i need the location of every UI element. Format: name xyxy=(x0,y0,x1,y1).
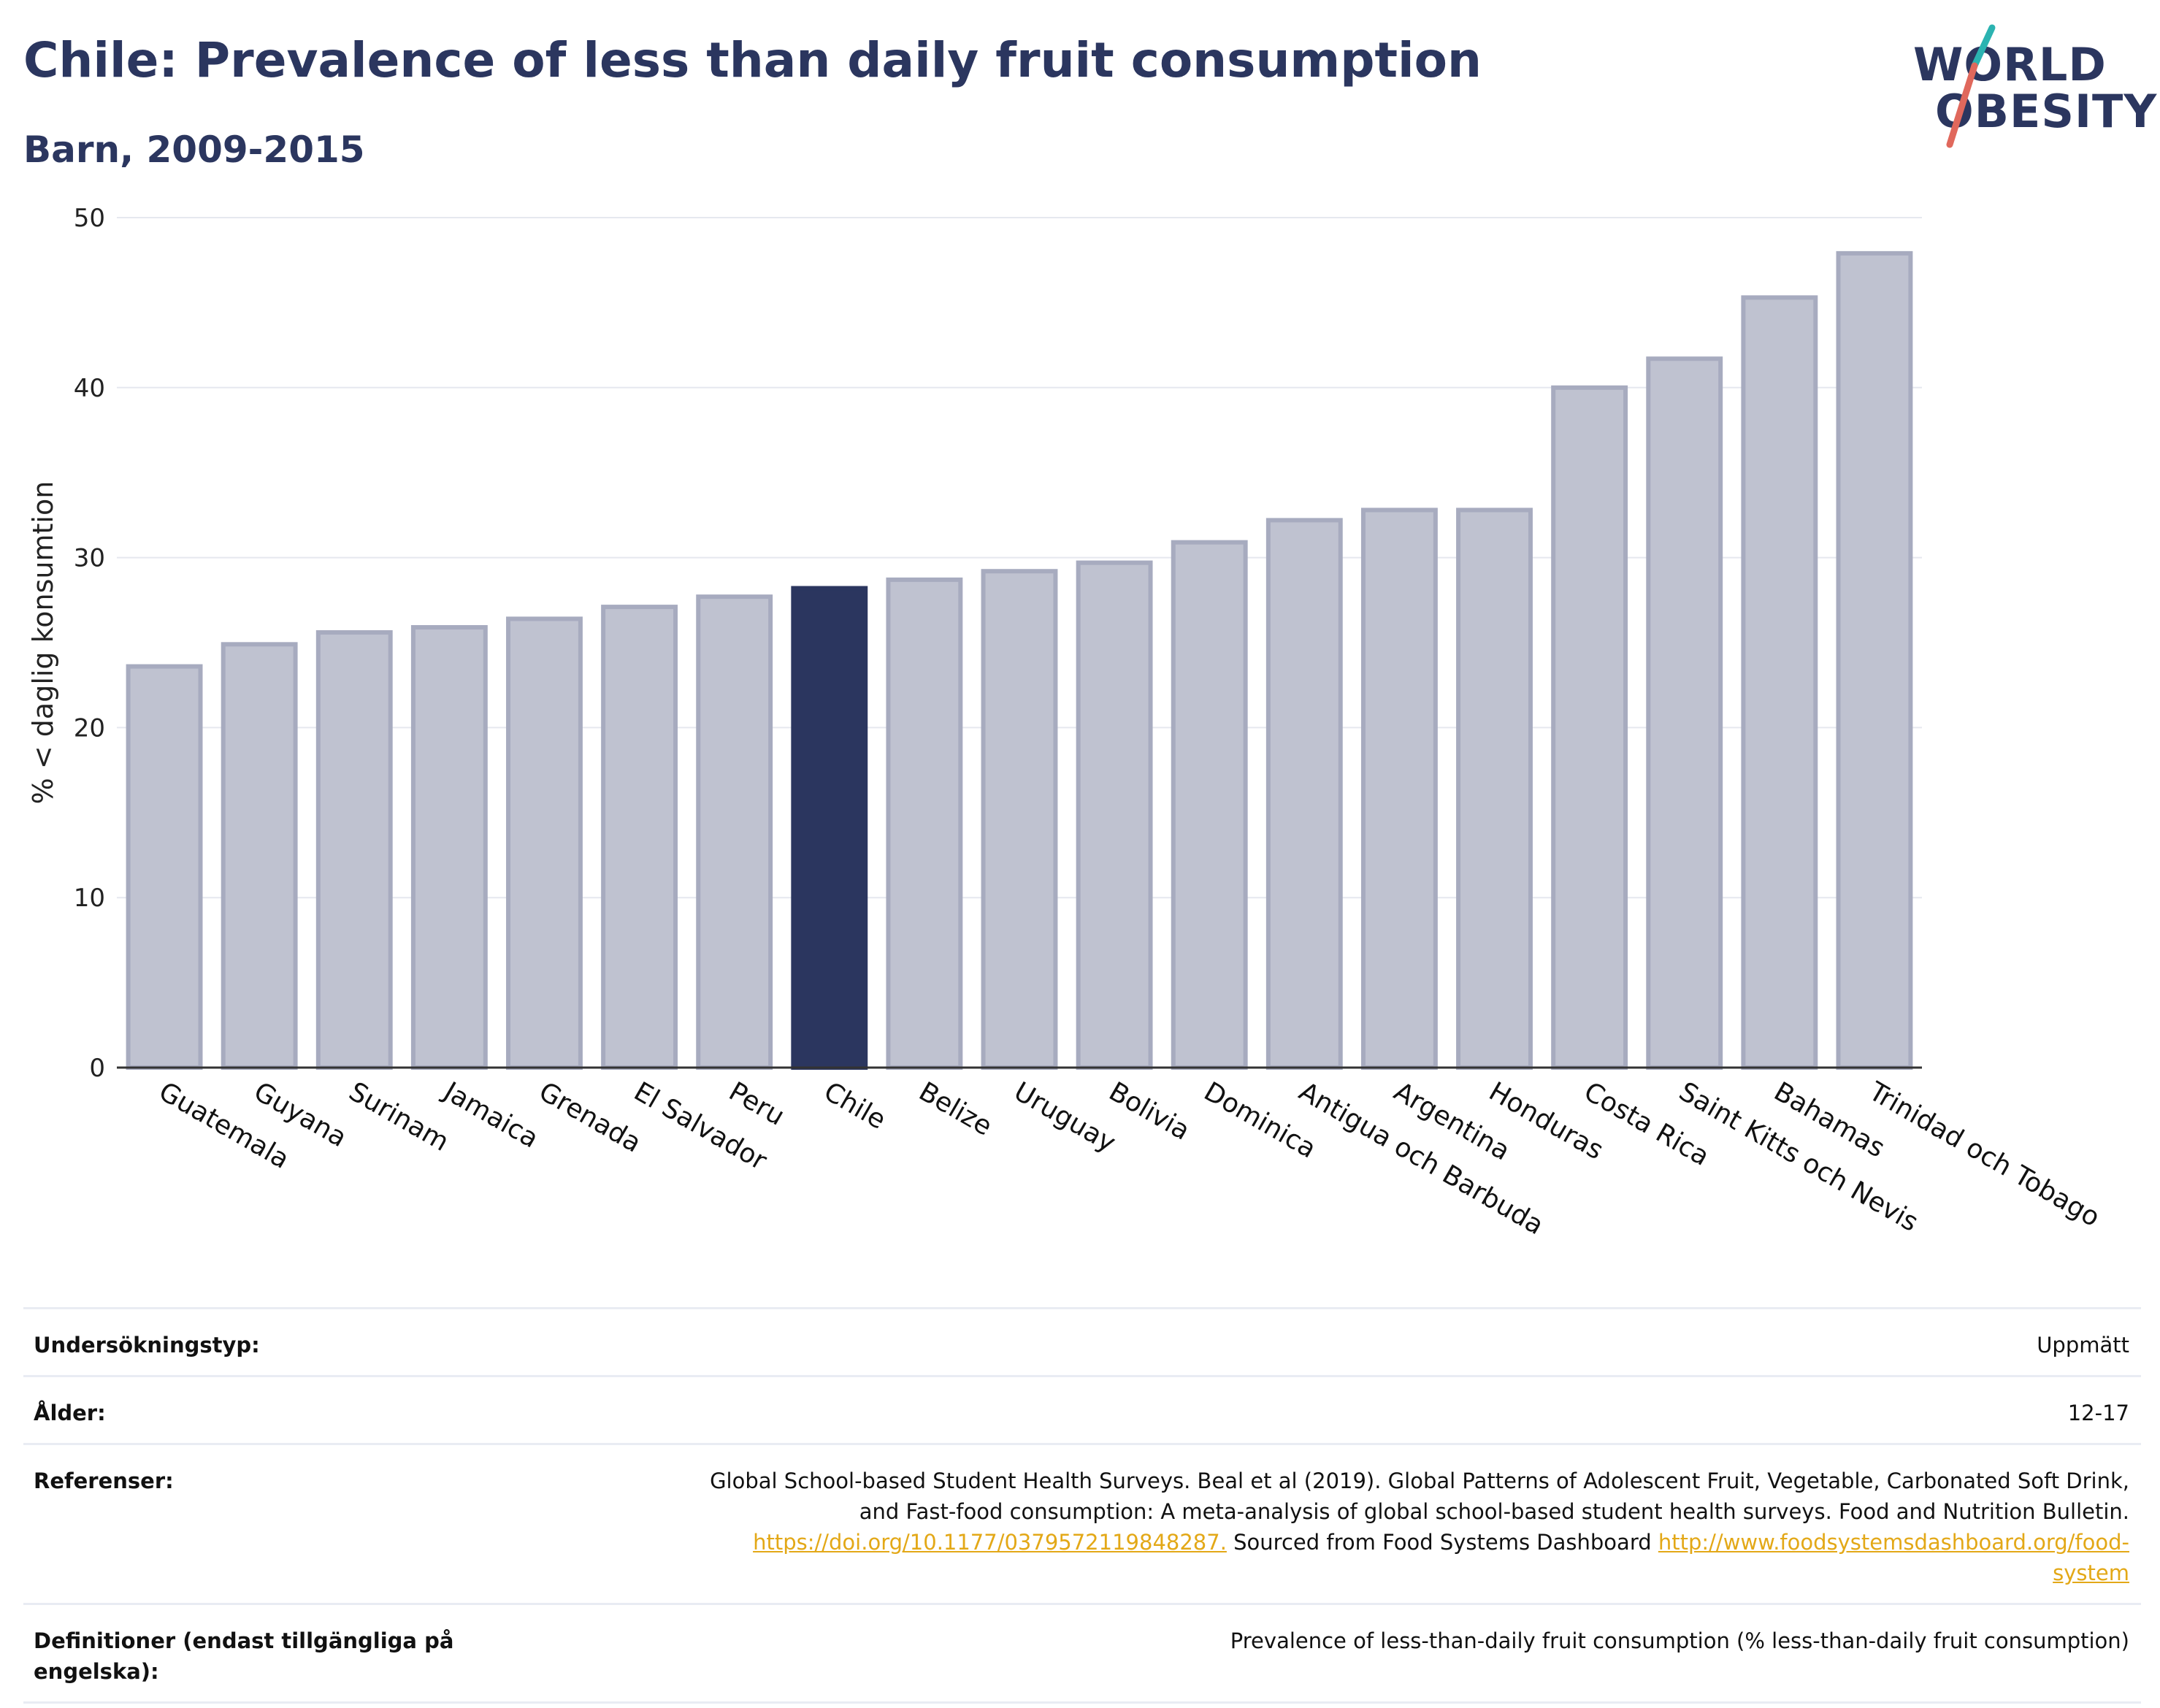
info-value: Uppmätt xyxy=(2037,1333,2129,1357)
logo-slash-icon xyxy=(1946,24,1996,148)
logo-text-line2: OBESITY xyxy=(1935,85,2158,138)
bar-chart: 0 10 20 30 40 50 GuatemalaGuyanaSurinamJamaic… xyxy=(27,204,2105,1241)
y-tick-label: 40 xyxy=(74,374,105,403)
doi-link[interactable]: https://doi.org/10.1177/0379572119848287… xyxy=(753,1530,1227,1555)
x-tick-label: Jamaica xyxy=(437,1076,543,1154)
y-axis-label: % < daglig konsumtion xyxy=(27,481,59,805)
x-tick-label: Surinam xyxy=(344,1076,454,1157)
y-tick-label: 50 xyxy=(74,204,105,233)
bar-costa-rica[interactable] xyxy=(1551,385,1628,1070)
x-tick-label: Belize xyxy=(914,1076,997,1141)
dashboard-link-cont[interactable]: system xyxy=(2053,1560,2129,1585)
x-tick-label: Uruguay xyxy=(1009,1076,1121,1158)
page-subtitle: Barn, 2009-2015 xyxy=(23,129,365,171)
info-key: Ålder: xyxy=(34,1401,106,1425)
page-title: Chile: Prevalence of less than daily fru… xyxy=(23,32,1482,88)
logo-text-line1: WORLD xyxy=(1913,38,2107,91)
x-tick-label: Grenada xyxy=(534,1076,646,1158)
reference-line-2: and Fast-food consumption: A meta-analys… xyxy=(859,1499,2129,1524)
info-value: Global School-based Student Health Surve… xyxy=(710,1466,2129,1588)
y-tick-label: 30 xyxy=(74,544,105,573)
world-obesity-logo[interactable]: WORLD OBESITY xyxy=(1913,22,2156,153)
info-table: Undersökningstyp: Uppmätt Ålder: 12-17 R… xyxy=(23,1307,2141,1704)
y-tick-label: 0 xyxy=(89,1054,105,1083)
bar-uruguay[interactable] xyxy=(981,569,1058,1070)
bar-guatemala[interactable] xyxy=(126,664,203,1070)
bar-belize[interactable] xyxy=(886,577,963,1070)
bar-el-salvador[interactable] xyxy=(601,605,678,1070)
bar-jamaica[interactable] xyxy=(410,625,488,1070)
bar-antigua-och-barbuda[interactable] xyxy=(1265,518,1343,1071)
y-tick-label: 10 xyxy=(74,884,105,913)
bar-chile[interactable] xyxy=(791,586,868,1070)
info-row-definitions: Definitioner (endast tillgängliga på eng… xyxy=(23,1603,2141,1704)
info-value: 12-17 xyxy=(2067,1401,2129,1425)
bar-peru[interactable] xyxy=(696,594,773,1070)
bar-dominica[interactable] xyxy=(1171,540,1248,1070)
reference-mid-text: Sourced from Food Systems Dashboard xyxy=(1226,1530,1658,1555)
dashboard-link[interactable]: http://www.foodsystemsdashboard.org/food… xyxy=(1658,1530,2129,1555)
info-row-age: Ålder: 12-17 xyxy=(23,1375,2141,1443)
info-row-survey-type: Undersökningstyp: Uppmätt xyxy=(23,1307,2141,1375)
x-tick-label: Peru xyxy=(724,1076,789,1132)
info-key: Referenser: xyxy=(34,1468,174,1493)
y-axis-ticks: 0 10 20 30 40 50 xyxy=(74,204,105,1083)
bar-bolivia[interactable] xyxy=(1076,560,1153,1070)
x-tick-label: Chile xyxy=(819,1076,891,1136)
info-key: Definitioner (endast tillgängliga på eng… xyxy=(34,1628,454,1684)
info-row-references: Referenser: Global School-based Student … xyxy=(23,1443,2141,1603)
bar-grenada[interactable] xyxy=(506,616,583,1070)
chart-bars xyxy=(126,250,1913,1071)
bar-bahamas[interactable] xyxy=(1741,295,1818,1070)
reference-line-1: Global School-based Student Health Surve… xyxy=(710,1468,2129,1493)
bar-guyana[interactable] xyxy=(221,642,298,1070)
bar-trinidad-och-tobago[interactable] xyxy=(1836,250,1913,1071)
info-key: Undersökningstyp: xyxy=(34,1333,260,1357)
y-tick-label: 20 xyxy=(74,713,105,743)
bar-surinam[interactable] xyxy=(315,630,393,1070)
info-value: Prevalence of less-than-daily fruit cons… xyxy=(1230,1628,2129,1653)
bar-argentina[interactable] xyxy=(1360,508,1438,1070)
bar-saint-kitts-och-nevis[interactable] xyxy=(1646,356,1723,1070)
bar-honduras[interactable] xyxy=(1456,508,1533,1070)
